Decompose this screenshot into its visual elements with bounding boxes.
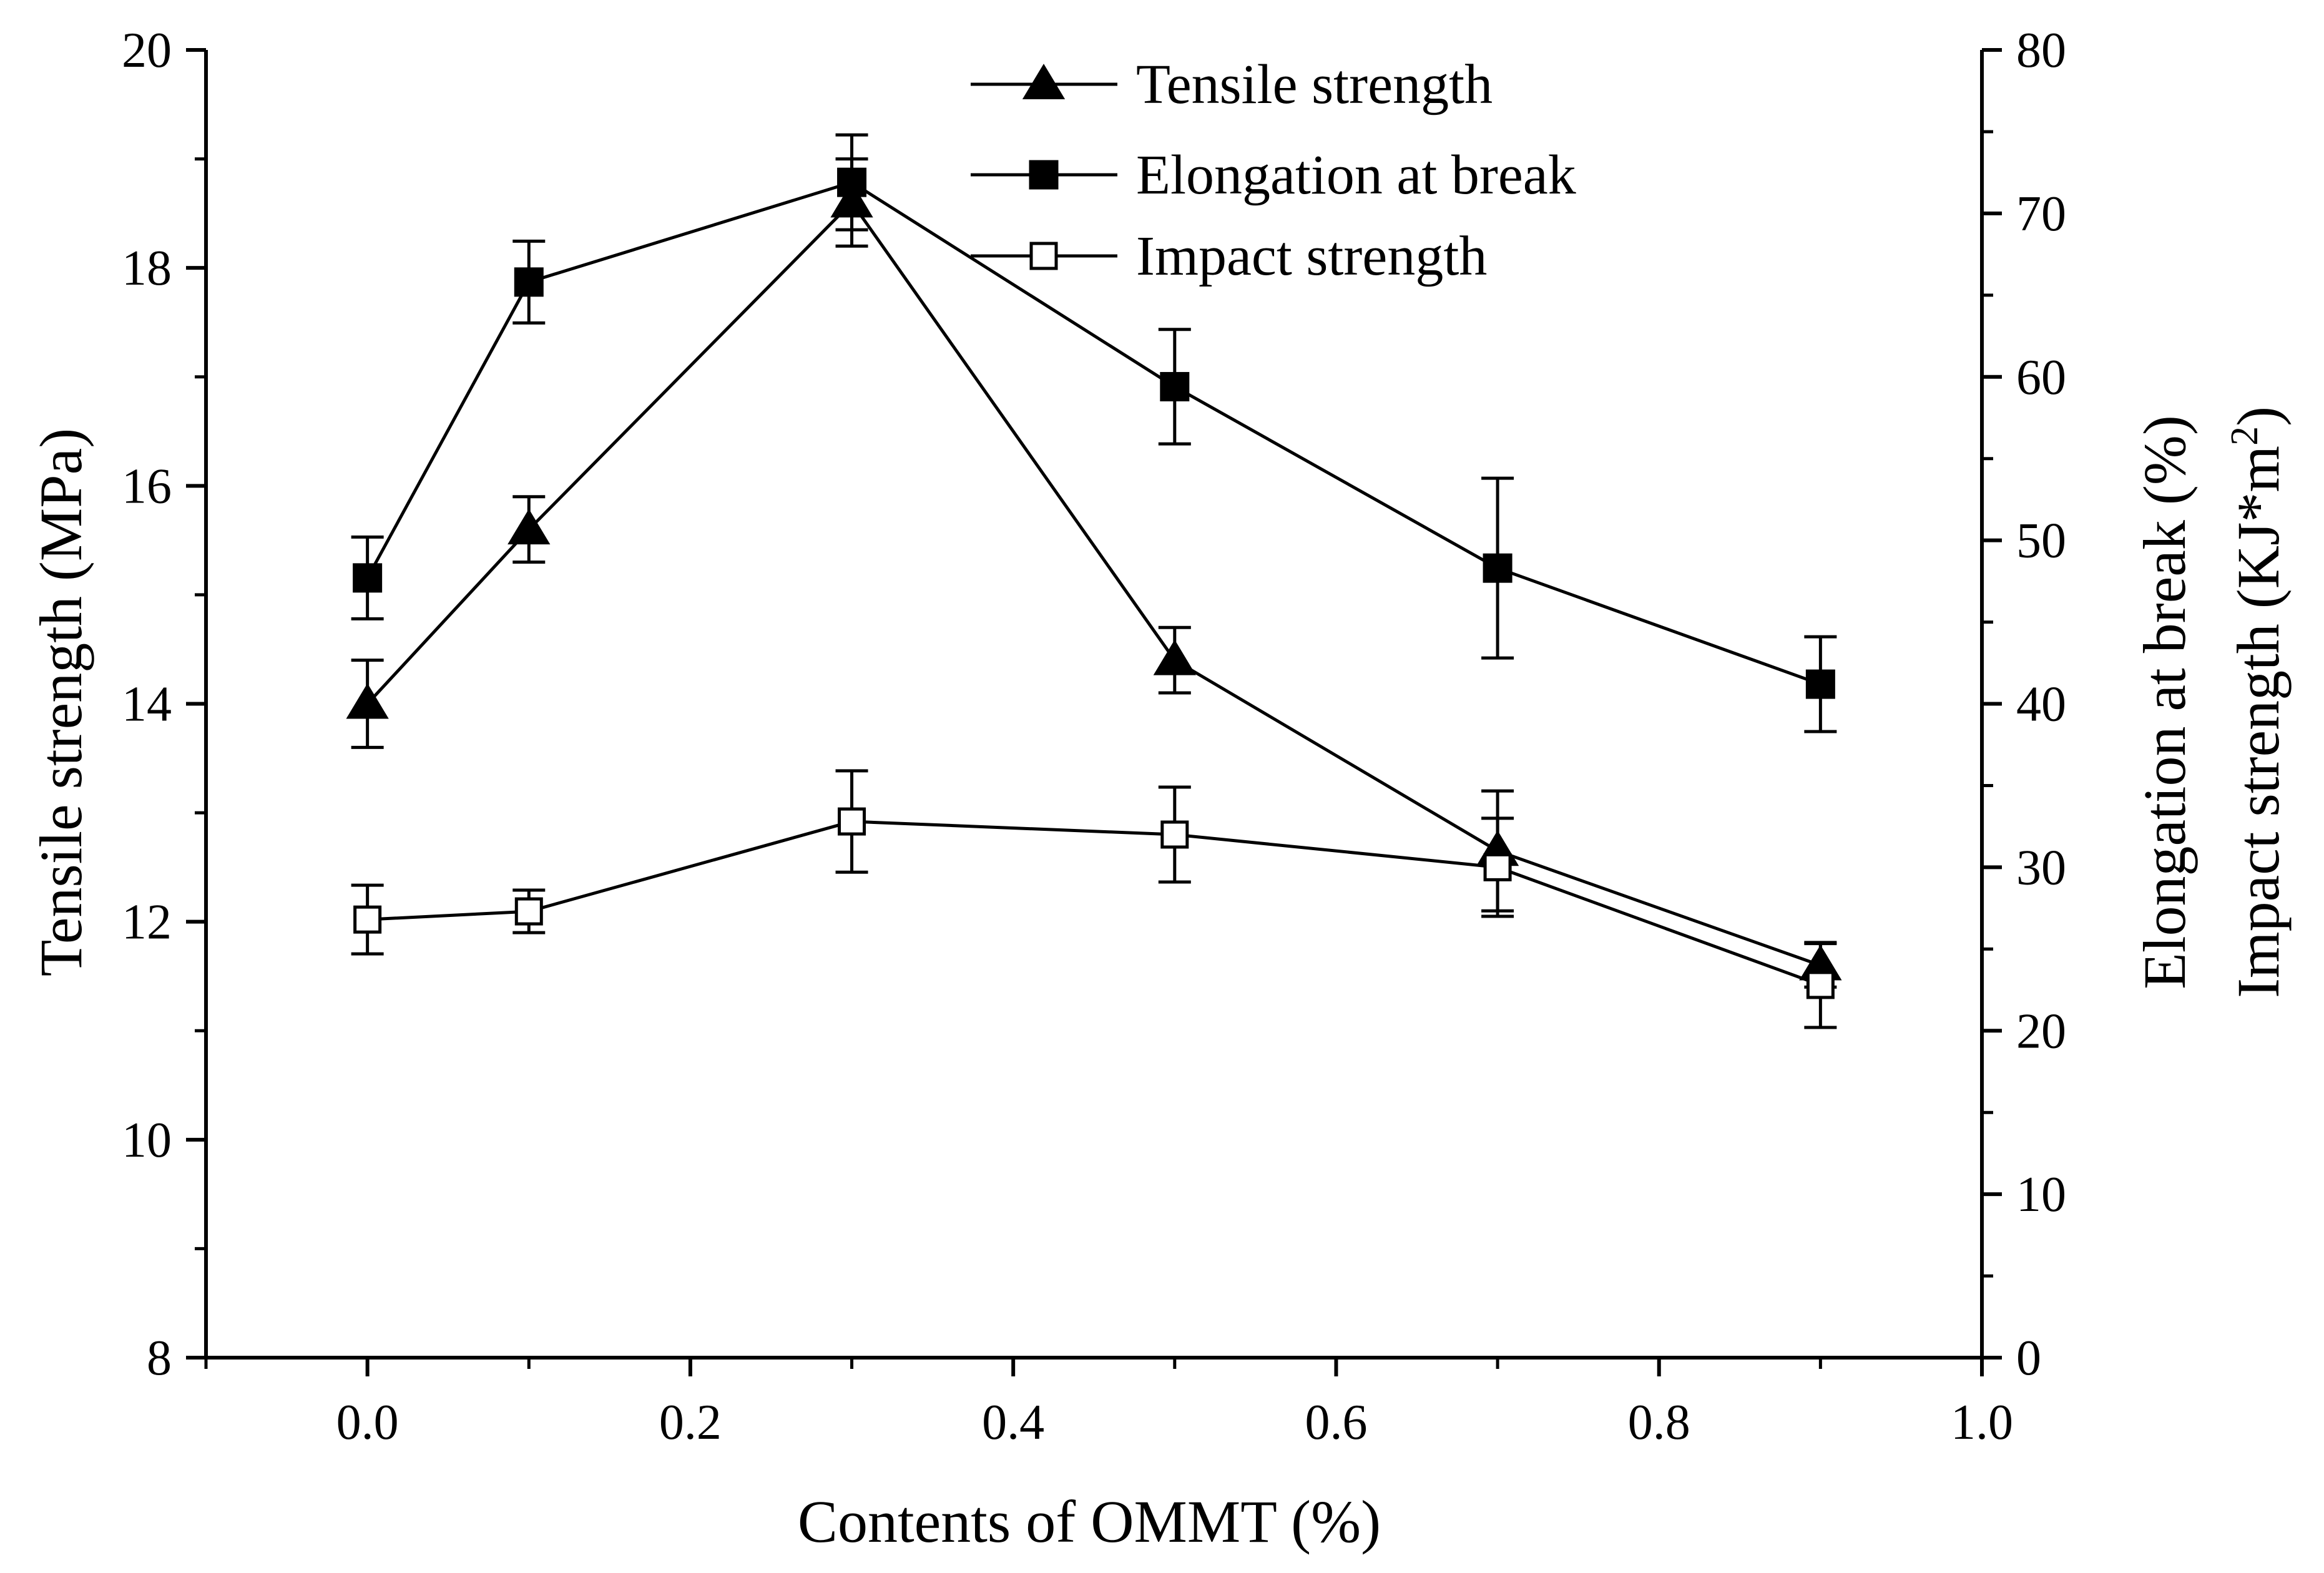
y-axis-right: 0 10 20 30 40 50 60 70 80: [1982, 23, 2066, 1386]
impact-strength-point: [838, 807, 866, 836]
x-tick-label: 1.0: [1951, 1395, 2013, 1450]
x-axis-label: Contents of OMMT (%): [798, 1488, 1381, 1555]
x-tick-label: 0.8: [1628, 1395, 1690, 1450]
legend-label: Elongation at break: [1136, 144, 1576, 206]
elongation-at-break-line: [366, 180, 1821, 686]
elongation-at-break-point: [1160, 371, 1190, 401]
legend: Tensile strength Elongation at break Impac…: [971, 54, 1576, 287]
x-tick-label: 0.4: [982, 1395, 1044, 1450]
y-right-tick-label: 50: [2016, 514, 2066, 569]
series-elongation-at-break: [351, 133, 1837, 733]
legend-item-tensile-strength: Tensile strength: [971, 54, 1493, 115]
series-impact-strength: [351, 769, 1837, 1029]
markers-tensile-strength: [346, 182, 1842, 981]
impact-strength-point: [1806, 971, 1835, 999]
x-tick-label: 0.0: [336, 1395, 399, 1450]
legend-marker-elongation-at-break: [1029, 160, 1059, 190]
y-left-tick-label: 20: [122, 23, 172, 78]
legend-label: Impact strength: [1136, 225, 1487, 287]
y-right-tick-label: 30: [2016, 840, 2066, 895]
y-left-tick-label: 8: [147, 1331, 172, 1386]
x-axis: 0.0 0.2 0.4 0.6 0.8 1.0: [204, 1358, 2013, 1450]
y-axis-right-label-elongation: Elongation at break (%): [2131, 415, 2198, 989]
y-right-tick-label: 0: [2016, 1331, 2041, 1386]
elongation-at-break-point: [353, 563, 383, 593]
impact-strength-line: [367, 820, 1821, 987]
legend-item-elongation-at-break: Elongation at break: [971, 144, 1576, 206]
impact-label-close: ): [2225, 406, 2292, 426]
legend-label: Tensile strength: [1136, 54, 1493, 115]
elongation-at-break-point: [1805, 669, 1835, 699]
elongation-at-break-point: [1483, 553, 1513, 583]
y-axis-left: 8 10 12 14 16 18 20: [122, 23, 206, 1386]
impact-strength-point: [514, 897, 543, 926]
y-left-tick-label: 16: [122, 459, 172, 514]
tensile-strength-point: [830, 182, 873, 218]
impact-strength-point: [353, 905, 382, 934]
markers-impact-strength: [353, 807, 1835, 999]
legend-marker-impact-strength: [1029, 242, 1058, 270]
y-left-tick-label: 14: [122, 677, 172, 732]
markers-elongation-at-break: [353, 167, 1835, 699]
y-right-tick-label: 70: [2016, 187, 2066, 242]
impact-strength-point: [1483, 853, 1512, 881]
y-right-tick-label: 10: [2016, 1167, 2066, 1222]
series-layer: [346, 133, 1842, 1029]
x-tick-label: 0.2: [659, 1395, 722, 1450]
tensile-strength-point: [346, 683, 389, 719]
y-left-tick-label: 18: [122, 241, 172, 296]
tensile-strength-line: [366, 200, 1821, 967]
y-right-tick-label: 20: [2016, 1004, 2066, 1059]
y-axis-left-label: Tensile strength (MPa): [27, 428, 94, 976]
plot-frame: [204, 50, 1984, 1360]
y-left-tick-label: 10: [122, 1113, 172, 1168]
y-right-tick-label: 80: [2016, 23, 2066, 78]
y-left-tick-label: 12: [122, 895, 172, 950]
impact-label-superscript: 2: [2223, 426, 2266, 446]
series-tensile-strength: [351, 157, 1837, 989]
y-right-tick-label: 40: [2016, 677, 2066, 732]
y-axis-right-label-impact: Impact strength (KJ*m2): [2223, 406, 2292, 998]
y-right-tick-label: 60: [2016, 350, 2066, 405]
impact-strength-point: [1160, 820, 1189, 849]
legend-item-impact-strength: Impact strength: [971, 225, 1487, 287]
tensile-strength-point: [507, 509, 551, 545]
impact-label-main: Impact strength (KJ*m: [2225, 446, 2292, 998]
elongation-at-break-point: [514, 267, 544, 297]
elongation-at-break-point: [837, 167, 867, 197]
tensile-strength-point: [1153, 639, 1196, 675]
legend-marker-tensile-strength: [1022, 64, 1066, 99]
x-tick-label: 0.6: [1305, 1395, 1367, 1450]
